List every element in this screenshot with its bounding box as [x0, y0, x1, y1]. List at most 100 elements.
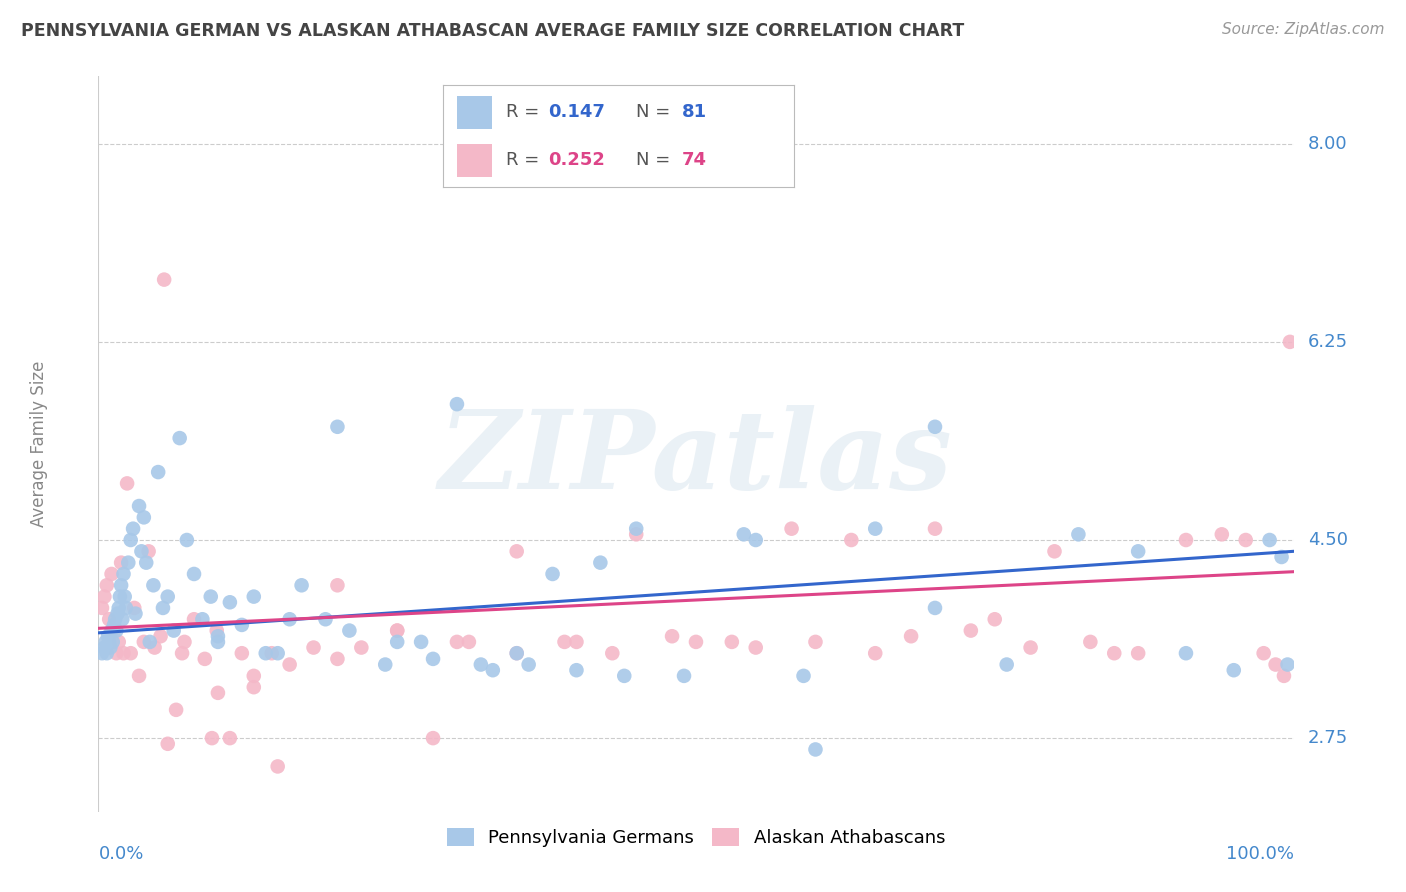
Point [207, 686, 229, 700]
Point [101, 635, 124, 649]
Point [350, 640, 373, 655]
Point [104, 612, 127, 626]
Point [115, 476, 138, 491]
Point [267, 646, 290, 660]
Point [411, 635, 433, 649]
Point [135, 556, 157, 570]
Point [122, 522, 145, 536]
Point [91, 601, 114, 615]
Point [107, 601, 129, 615]
Point [231, 646, 253, 660]
Point [139, 635, 162, 649]
Point [156, 590, 179, 604]
Point [153, 272, 176, 286]
Point [865, 646, 887, 660]
Text: Source: ZipAtlas.com: Source: ZipAtlas.com [1222, 22, 1385, 37]
Point [93, 640, 115, 655]
Point [111, 612, 134, 626]
Text: 100.0%: 100.0% [1226, 845, 1294, 863]
Point [995, 657, 1018, 672]
Point [110, 578, 132, 592]
Point [100, 566, 122, 581]
Point [131, 544, 153, 558]
Text: 0.0%: 0.0% [98, 845, 143, 863]
Text: 6.25: 6.25 [1308, 333, 1348, 351]
Point [107, 607, 129, 621]
Text: 8.00: 8.00 [1308, 135, 1347, 153]
Text: 0.147: 0.147 [548, 103, 605, 121]
Point [745, 533, 768, 547]
Point [201, 731, 224, 746]
Point [163, 624, 186, 638]
Point [278, 612, 301, 626]
Point [589, 556, 612, 570]
Point [481, 663, 505, 677]
Point [219, 731, 242, 746]
Point [165, 703, 187, 717]
Point [98, 640, 122, 655]
Point [565, 635, 588, 649]
Point [517, 657, 540, 672]
Point [613, 669, 636, 683]
Point [780, 522, 803, 536]
Point [339, 624, 361, 638]
Point [541, 566, 564, 581]
Point [446, 397, 468, 411]
Point [103, 624, 125, 638]
Bar [457, 145, 492, 177]
Point [183, 566, 205, 581]
Text: Average Family Size: Average Family Size [30, 360, 48, 527]
Point [1211, 527, 1233, 541]
Point [626, 527, 648, 541]
Point [112, 566, 135, 581]
Point [172, 646, 194, 660]
Point [205, 624, 228, 638]
Point [470, 657, 492, 672]
Text: 81: 81 [682, 103, 707, 121]
Text: N =: N = [636, 151, 671, 169]
Point [374, 657, 396, 672]
Point [107, 635, 129, 649]
Point [117, 556, 139, 570]
Point [120, 646, 142, 660]
Point [100, 624, 122, 638]
Point [385, 635, 409, 649]
Point [1253, 646, 1275, 660]
Point [219, 595, 242, 609]
Text: 4.50: 4.50 [1308, 531, 1348, 549]
Point [176, 533, 198, 547]
Text: 2.75: 2.75 [1308, 729, 1348, 747]
Point [112, 646, 135, 660]
Point [200, 590, 222, 604]
Point [124, 601, 146, 615]
Point [841, 533, 863, 547]
Point [110, 556, 132, 570]
Point [1223, 663, 1246, 677]
Point [1019, 640, 1042, 655]
Point [120, 533, 142, 547]
Point [207, 629, 229, 643]
Point [1128, 646, 1150, 660]
Point [138, 544, 160, 558]
Point [267, 759, 290, 773]
Point [93, 590, 115, 604]
Point [804, 635, 827, 649]
Point [446, 635, 468, 649]
Text: PENNSYLVANIA GERMAN VS ALASKAN ATHABASCAN AVERAGE FAMILY SIZE CORRELATION CHART: PENNSYLVANIA GERMAN VS ALASKAN ATHABASCA… [21, 22, 965, 40]
Point [183, 612, 205, 626]
Point [291, 578, 314, 592]
Point [1234, 533, 1257, 547]
Point [326, 578, 349, 592]
Point [1175, 646, 1198, 660]
Point [326, 419, 349, 434]
Legend: Pennsylvania Germans, Alaskan Athabascans: Pennsylvania Germans, Alaskan Athabascan… [440, 821, 952, 855]
Point [733, 527, 755, 541]
Point [924, 601, 946, 615]
Point [207, 635, 229, 649]
Point [278, 657, 301, 672]
Point [1264, 657, 1286, 672]
Point [132, 510, 155, 524]
Bar [457, 96, 492, 128]
Point [554, 635, 576, 649]
Point [1278, 334, 1301, 349]
